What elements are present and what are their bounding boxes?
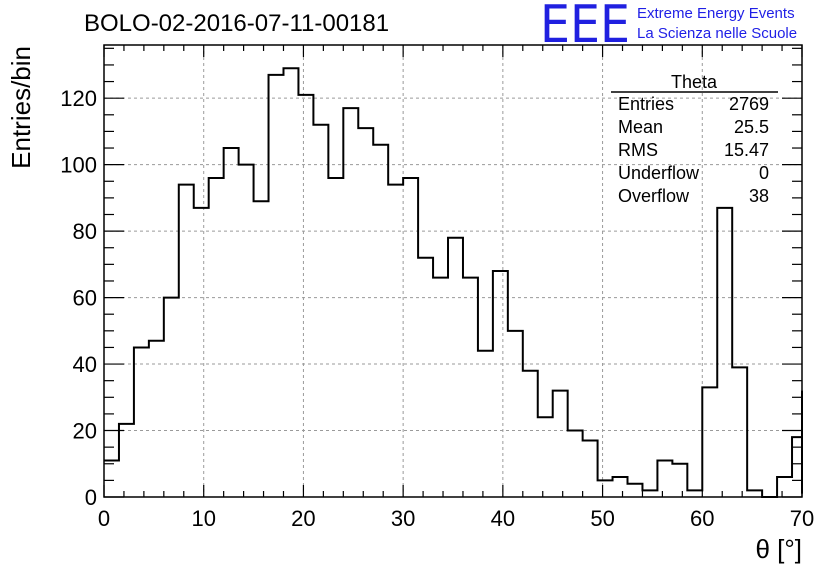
axis-ticks [103, 45, 803, 498]
x-tick-label: 10 [191, 506, 215, 531]
logo-line-1: Extreme Energy Events [637, 5, 795, 22]
x-tick-label: 50 [590, 506, 614, 531]
stats-row-label: RMS [618, 140, 658, 160]
x-tick-label: 60 [690, 506, 714, 531]
stats-row-value: 38 [749, 186, 769, 206]
stats-row-value: 25.5 [734, 117, 769, 137]
stats-row-value: 2769 [729, 94, 769, 114]
stats-row-label: Overflow [618, 186, 690, 206]
stats-row-label: Mean [618, 117, 663, 137]
stats-box-name: Theta [671, 72, 718, 92]
stats-row-value: 15.47 [724, 140, 769, 160]
grid-lines [104, 45, 802, 497]
y-tick-label: 60 [73, 286, 97, 311]
stats-row-label: Underflow [618, 163, 700, 183]
x-axis-title: θ [°] [755, 534, 802, 564]
chart-title: BOLO-02-2016-07-11-00181 [84, 10, 389, 37]
x-tick-label: 0 [98, 506, 110, 531]
stats-row-label: Entries [618, 94, 674, 114]
x-tick-label: 30 [391, 506, 415, 531]
x-tick-labels: 0 10 20 30 40 50 60 70 [98, 506, 814, 531]
y-tick-labels: 0 20 40 60 80 100 120 [60, 86, 97, 510]
y-tick-label: 40 [73, 352, 97, 377]
histogram-outline [104, 67, 803, 498]
y-tick-label: 80 [73, 219, 97, 244]
stats-box-rows: Entries 2769 Mean 25.5 RMS 15.47 Underflow 0 Ove… [618, 94, 769, 206]
eee-logo-mark: EEE [540, 0, 630, 55]
y-tick-label: 0 [85, 485, 97, 510]
stats-row-value: 0 [759, 163, 769, 183]
y-axis-title: Entries/bin [6, 46, 36, 169]
x-tick-label: 40 [491, 506, 515, 531]
eee-logo: EEE Extreme Energy Events La Scienza nel… [540, 0, 797, 55]
y-tick-label: 20 [73, 419, 97, 444]
x-tick-label: 20 [291, 506, 315, 531]
stats-box: Theta Entries 2769 Mean 25.5 RMS 15.47 Underfl… [611, 72, 778, 206]
y-tick-label: 100 [60, 153, 97, 178]
histogram-bars [104, 67, 803, 498]
logo-line-2: La Scienza nelle Scuole [637, 25, 797, 42]
x-tick-label: 70 [790, 506, 814, 531]
plot-frame [103, 44, 803, 498]
y-tick-label: 120 [60, 86, 97, 111]
